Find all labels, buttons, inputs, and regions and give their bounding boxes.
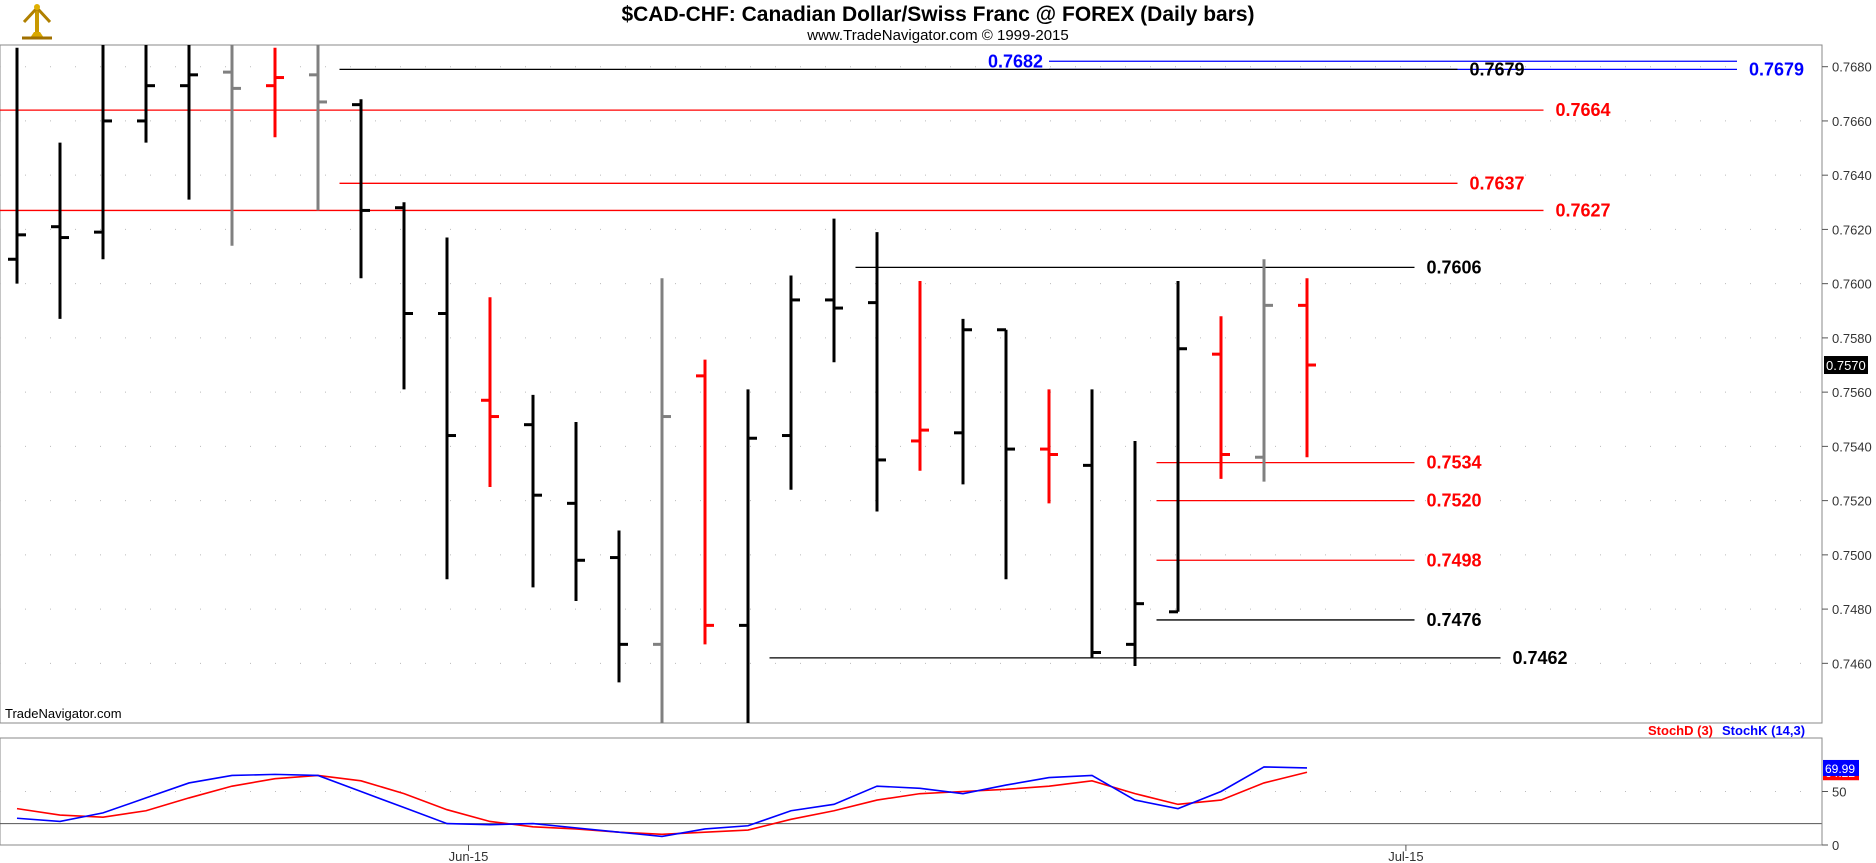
price-bars xyxy=(8,45,1316,723)
stoch-tick-label: 50 xyxy=(1832,785,1846,800)
stoch-tick-label: 0 xyxy=(1832,838,1839,853)
ohlc-bar xyxy=(438,237,456,580)
ohlc-bar xyxy=(481,297,499,488)
price-tick-label: 0.7460 xyxy=(1832,656,1872,671)
ohlc-bar xyxy=(266,47,284,138)
ohlc-bar xyxy=(223,45,241,246)
stoch-lines xyxy=(16,766,1308,838)
ohlc-bar xyxy=(653,278,671,723)
watermark-text: TradeNavigator.com xyxy=(5,706,122,721)
level-label-0.7520: 0.7520 xyxy=(1427,491,1482,511)
level-label-0.7664: 0.7664 xyxy=(1556,100,1611,120)
price-tick-label: 0.7480 xyxy=(1832,602,1872,617)
price-tick-label: 0.7600 xyxy=(1832,277,1872,292)
stoch-grid xyxy=(0,791,1822,846)
ohlc-bar xyxy=(782,275,800,490)
ohlc-bar xyxy=(1298,278,1316,458)
price-tick-label: 0.7540 xyxy=(1832,439,1872,454)
ohlc-bar xyxy=(567,421,585,601)
ohlc-bar xyxy=(1126,440,1144,667)
level-label-0.7679: 0.7679 xyxy=(1749,59,1804,79)
ohlc-bar xyxy=(825,218,843,363)
ohlc-bar xyxy=(696,359,714,645)
chart-title: $CAD-CHF: Canadian Dollar/Swiss Franc @ … xyxy=(621,3,1254,26)
price-tick-label: 0.7520 xyxy=(1832,494,1872,509)
stoch-last-label: 69.99 xyxy=(1825,762,1855,776)
ohlc-bar xyxy=(524,394,542,588)
stoch-last-badge xyxy=(1823,759,1859,776)
ohlc-bar xyxy=(1169,280,1187,614)
ohlc-bar xyxy=(1212,316,1230,479)
level-label-0.7534: 0.7534 xyxy=(1427,453,1482,473)
ohlc-bar xyxy=(51,142,69,319)
ohlc-bar xyxy=(868,232,886,512)
price-tick-label: 0.7620 xyxy=(1832,222,1872,237)
x-tick-label: Jun-15 xyxy=(449,849,489,863)
level-label-0.7679: 0.7679 xyxy=(1470,59,1525,79)
stoch-series-d xyxy=(16,771,1308,836)
ohlc-bar xyxy=(352,99,370,279)
legend-stochk: StochK (14,3) xyxy=(1722,723,1805,738)
ohlc-bar xyxy=(610,530,628,683)
ohlc-bar xyxy=(911,280,929,471)
price-tick-label: 0.7660 xyxy=(1832,114,1872,129)
last-price-label: 0.7570 xyxy=(1826,358,1866,373)
ohlc-bar xyxy=(997,328,1015,580)
chart-subtitle: www.TradeNavigator.com © 1999-2015 xyxy=(806,27,1068,44)
price-tick-label: 0.7640 xyxy=(1832,168,1872,183)
x-tick-label: Jul-15 xyxy=(1388,849,1423,863)
ohlc-bar xyxy=(180,45,198,200)
ohlc-bar xyxy=(395,202,413,390)
legend-stochd: StochD (3) xyxy=(1648,723,1713,738)
ohlc-bar xyxy=(94,45,112,260)
price-axis: 0.7460 0.7480 0.7500 0.7520 0.7540 0.7560 0.75… xyxy=(1821,45,1872,723)
price-tick-label: 0.7580 xyxy=(1832,331,1872,346)
ohlc-bar xyxy=(739,389,757,723)
price-levels: 0.7682 0.7679 0.7679 0.7664 0.7637 0.7627 0.76… xyxy=(0,51,1804,668)
ohlc-bar xyxy=(1255,259,1273,482)
stoch-axis: 05064.2269.99 xyxy=(1821,738,1859,853)
last-price-badge xyxy=(1824,356,1868,375)
level-label-0.7476: 0.7476 xyxy=(1427,610,1482,630)
level-label-0.7682: 0.7682 xyxy=(988,51,1043,71)
level-label-0.7637: 0.7637 xyxy=(1470,173,1525,193)
level-label-0.7498: 0.7498 xyxy=(1427,550,1482,570)
ohlc-bar xyxy=(1040,389,1058,504)
price-tick-label: 0.7500 xyxy=(1832,548,1872,563)
price-tick-label: 0.7560 xyxy=(1832,385,1872,400)
price-tick-label: 0.7680 xyxy=(1832,60,1872,75)
ohlc-bar xyxy=(954,318,972,485)
level-label-0.7462: 0.7462 xyxy=(1513,648,1568,668)
level-label-0.7606: 0.7606 xyxy=(1427,257,1482,277)
x-axis: Jun-15 Jul-15 xyxy=(449,845,1424,863)
level-label-0.7627: 0.7627 xyxy=(1556,200,1611,220)
ohlc-bar xyxy=(1083,389,1101,658)
ohlc-bar xyxy=(309,45,327,211)
ohlc-bar xyxy=(8,47,26,284)
logo-icon xyxy=(22,4,52,40)
stoch-series-k xyxy=(16,766,1308,838)
ohlc-bar xyxy=(137,45,155,143)
